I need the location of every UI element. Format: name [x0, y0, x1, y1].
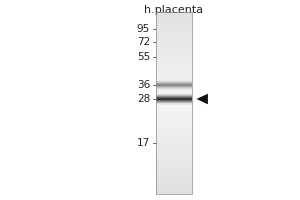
- Bar: [156, 33, 192, 36]
- Bar: [156, 109, 192, 112]
- Bar: [156, 136, 192, 139]
- Bar: [156, 115, 192, 118]
- Bar: [156, 48, 192, 51]
- Bar: [156, 97, 192, 98]
- Bar: [156, 42, 192, 45]
- Bar: [156, 148, 192, 152]
- Bar: [156, 133, 192, 136]
- Bar: [156, 18, 192, 21]
- Bar: [156, 80, 192, 81]
- Bar: [156, 100, 192, 101]
- Bar: [156, 72, 192, 76]
- Bar: [156, 96, 192, 97]
- Bar: [156, 139, 192, 142]
- Bar: [156, 188, 192, 191]
- Bar: [156, 97, 192, 100]
- Bar: [156, 89, 192, 90]
- Bar: [156, 12, 192, 194]
- Bar: [156, 121, 192, 124]
- Bar: [156, 145, 192, 148]
- Bar: [156, 95, 192, 96]
- Bar: [156, 151, 192, 155]
- Bar: [156, 12, 192, 15]
- Bar: [156, 81, 192, 85]
- Bar: [156, 99, 192, 100]
- Bar: [156, 45, 192, 48]
- Bar: [156, 85, 192, 86]
- Bar: [156, 100, 192, 103]
- Bar: [156, 175, 192, 179]
- Bar: [156, 27, 192, 30]
- Bar: [156, 178, 192, 182]
- Bar: [156, 94, 192, 97]
- Bar: [156, 103, 192, 104]
- Bar: [156, 84, 192, 88]
- Bar: [156, 51, 192, 54]
- Bar: [156, 54, 192, 58]
- Bar: [156, 93, 192, 94]
- Bar: [156, 87, 192, 88]
- Bar: [156, 163, 192, 167]
- Text: 95: 95: [137, 24, 150, 34]
- Text: h.placenta: h.placenta: [144, 5, 204, 15]
- Bar: [156, 57, 192, 61]
- Bar: [156, 106, 192, 109]
- Bar: [156, 75, 192, 79]
- Bar: [156, 87, 192, 91]
- Bar: [156, 15, 192, 18]
- Bar: [156, 24, 192, 27]
- Bar: [156, 101, 192, 102]
- Bar: [156, 112, 192, 115]
- Bar: [156, 127, 192, 130]
- Bar: [156, 191, 192, 194]
- Bar: [156, 83, 192, 84]
- Bar: [156, 60, 192, 64]
- Bar: [156, 181, 192, 185]
- Bar: [156, 184, 192, 188]
- Bar: [156, 118, 192, 121]
- Bar: [156, 142, 192, 145]
- Text: 55: 55: [137, 52, 150, 62]
- Bar: [156, 172, 192, 176]
- Bar: [156, 66, 192, 70]
- Bar: [156, 21, 192, 24]
- Bar: [156, 160, 192, 164]
- Bar: [156, 84, 192, 85]
- Polygon shape: [196, 94, 208, 104]
- Bar: [156, 154, 192, 158]
- Bar: [156, 86, 192, 87]
- Bar: [156, 169, 192, 173]
- Bar: [156, 12, 192, 194]
- Bar: [156, 39, 192, 42]
- Bar: [156, 30, 192, 33]
- Bar: [156, 130, 192, 133]
- Bar: [156, 124, 192, 127]
- Bar: [156, 36, 192, 39]
- Bar: [156, 81, 192, 82]
- Bar: [156, 63, 192, 67]
- Text: 17: 17: [137, 138, 150, 148]
- Bar: [156, 102, 192, 103]
- Bar: [156, 103, 192, 106]
- Text: 72: 72: [137, 37, 150, 47]
- Bar: [156, 88, 192, 89]
- Bar: [156, 69, 192, 73]
- Bar: [156, 90, 192, 94]
- Bar: [156, 98, 192, 99]
- Bar: [156, 78, 192, 82]
- Bar: [156, 104, 192, 105]
- Text: 28: 28: [137, 94, 150, 104]
- Bar: [156, 157, 192, 161]
- Bar: [156, 166, 192, 170]
- Text: 36: 36: [137, 80, 150, 90]
- Bar: [156, 94, 192, 95]
- Bar: [156, 82, 192, 83]
